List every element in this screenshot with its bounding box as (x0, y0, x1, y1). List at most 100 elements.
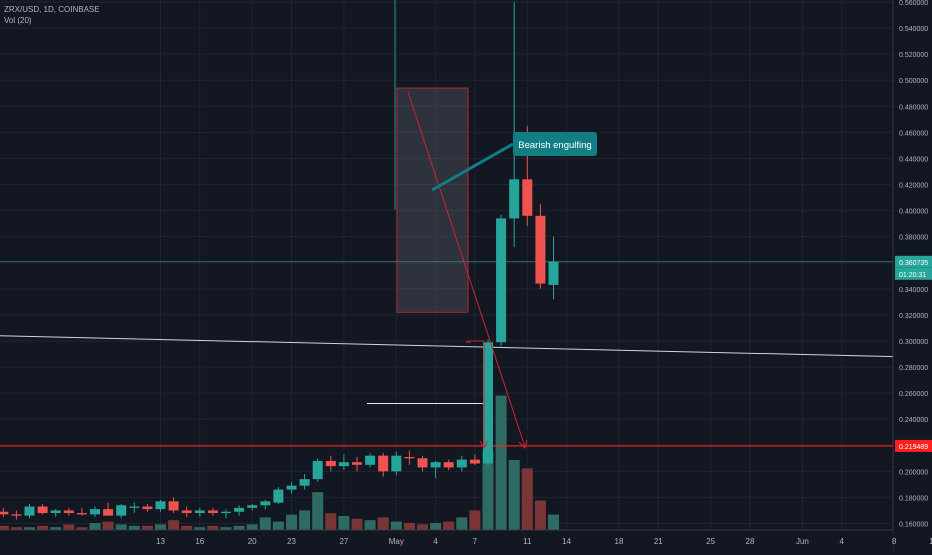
volume-bar (430, 523, 442, 530)
candle (365, 453, 376, 468)
countdown-badge (895, 267, 932, 280)
time-axis-panel (0, 530, 893, 550)
volume-bar (521, 468, 533, 530)
candle-body (430, 462, 441, 468)
x-tick-label: 18 (615, 537, 624, 546)
y-tick-label: 0.160000 (899, 521, 928, 528)
y-tick-label: 0.520000 (899, 52, 928, 59)
candle-body (116, 505, 127, 516)
candle-body (142, 506, 153, 510)
candle-body (456, 459, 467, 468)
candle-body (63, 510, 74, 514)
candle-body (273, 489, 284, 503)
candle-body (24, 506, 35, 516)
candle-body (338, 462, 349, 467)
volume-bar (10, 527, 22, 530)
volume-bar (194, 527, 206, 530)
candle (221, 509, 231, 519)
volume-bar (351, 518, 363, 530)
candle-body (417, 458, 428, 468)
candle-body (522, 179, 533, 216)
candle (247, 503, 258, 511)
candle-body (325, 460, 336, 467)
candle-body (299, 479, 310, 486)
candle (548, 236, 559, 300)
candle (103, 502, 114, 516)
arrow-head (479, 440, 489, 450)
candle-body (103, 509, 114, 516)
current-price-label: 0.360735 (899, 260, 928, 267)
candle (155, 500, 166, 512)
candle-body (483, 342, 493, 464)
volume-indicator-label: Vol (20) (4, 16, 32, 25)
volume-bar (76, 527, 88, 530)
volume-bar (417, 524, 428, 530)
candle-body (129, 506, 140, 508)
x-tick-label: 27 (339, 537, 348, 546)
y-tick-label: 0.280000 (899, 365, 928, 372)
candle-body (443, 462, 454, 468)
candle-body (0, 511, 9, 515)
volume-bar (246, 524, 258, 530)
projection-arrow-line (407, 91, 526, 448)
volume-bar (181, 525, 193, 530)
volume-bar (220, 527, 232, 530)
volume-bar (259, 517, 271, 530)
volume-bar (286, 514, 297, 530)
volume-bar (233, 525, 245, 530)
candle (194, 507, 205, 517)
candle (63, 507, 74, 516)
volume-bar (390, 521, 402, 530)
x-tick-label: 4 (433, 537, 438, 546)
candle (456, 455, 467, 472)
candle-body (168, 501, 179, 511)
x-tick-label: 16 (195, 537, 204, 546)
candle-body (548, 261, 559, 285)
volume-bar (325, 513, 337, 530)
candle (338, 454, 349, 471)
chart-legend: ZRX/USD, 1D, COINBASE Vol (20) (4, 4, 100, 26)
volume-bar (272, 521, 284, 530)
x-tick-label: 20 (248, 537, 257, 546)
y-tick-label: 0.240000 (899, 417, 928, 424)
candle-body (247, 505, 258, 508)
candle-body (234, 507, 245, 512)
y-tick-label: 0.340000 (899, 287, 928, 294)
candle (181, 506, 192, 517)
candle-body (352, 462, 362, 465)
candle (417, 455, 428, 472)
volume-bar (377, 517, 389, 530)
callout-pointer (431, 142, 514, 192)
x-tick-label: 11 (523, 537, 532, 546)
grid-lines (0, 0, 895, 530)
volume-bar (534, 500, 546, 530)
candle (378, 453, 389, 477)
candle-body (535, 215, 546, 284)
candle (129, 502, 140, 514)
x-tick-label: 13 (156, 537, 165, 546)
volume-bars (0, 395, 559, 530)
y-tick-label: 0.540000 (899, 26, 928, 33)
candle (325, 455, 336, 472)
candle (168, 497, 179, 514)
support-price-label: 0.219489 (899, 444, 928, 451)
candle-body (181, 510, 192, 514)
volume-bar (115, 524, 127, 530)
volume-bar (89, 523, 101, 530)
x-tick-label: 28 (746, 537, 755, 546)
trend-line (0, 335, 894, 358)
candle (509, 2, 520, 248)
volume-bar (155, 524, 166, 530)
callout-box (513, 132, 597, 156)
candle-body (76, 513, 87, 515)
candle (483, 339, 493, 467)
current-price-badge (895, 255, 932, 268)
candle-body (496, 218, 507, 343)
y-tick-label: 0.320000 (899, 313, 928, 320)
volume-bar (50, 527, 62, 530)
candles (0, 2, 559, 520)
y-tick-label: 0.460000 (899, 130, 928, 137)
